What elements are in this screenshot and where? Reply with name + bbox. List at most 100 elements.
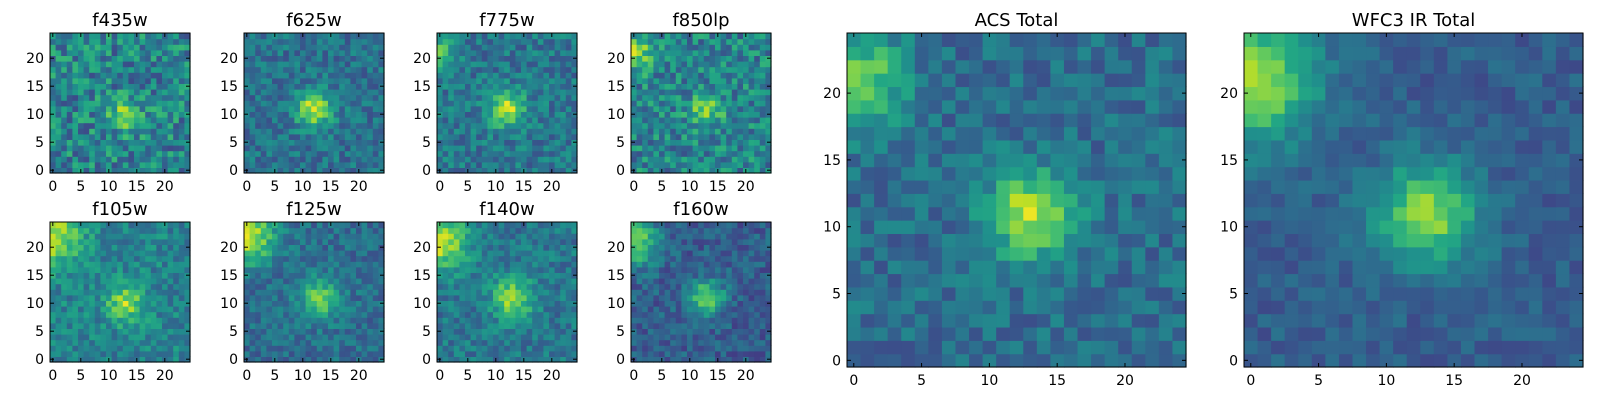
heatmap-cell xyxy=(72,328,79,335)
heatmap-cell xyxy=(61,250,68,257)
heatmap-cell xyxy=(367,345,374,352)
heatmap-cell xyxy=(333,328,340,335)
heatmap-cell xyxy=(322,167,329,174)
heatmap-cell xyxy=(470,339,477,346)
heatmap-cell xyxy=(521,128,528,135)
heatmap-cell xyxy=(61,322,68,329)
heatmap-cell xyxy=(743,289,750,296)
heatmap-cell xyxy=(759,83,766,90)
heatmap-cell xyxy=(61,266,68,273)
heatmap-cell xyxy=(288,227,295,234)
heatmap-cell xyxy=(743,328,750,335)
y-tick-label: 0 xyxy=(422,163,431,179)
heatmap-cell xyxy=(61,105,68,112)
heatmap-cell xyxy=(765,334,772,341)
heatmap-cell xyxy=(720,345,727,352)
heatmap-cell xyxy=(72,150,79,157)
heatmap-cell xyxy=(565,272,572,279)
heatmap-cell xyxy=(350,38,357,45)
heatmap-cell xyxy=(378,100,385,107)
x-tick-label: 15 xyxy=(322,179,340,195)
heatmap-cell xyxy=(311,117,318,124)
heatmap-cell xyxy=(698,83,705,90)
heatmap-cell xyxy=(453,278,460,285)
heatmap-cell xyxy=(328,72,335,79)
heatmap-cell xyxy=(765,100,772,107)
heatmap-cell xyxy=(554,145,561,152)
heatmap-cell xyxy=(481,77,488,84)
heatmap-cell xyxy=(537,117,544,124)
heatmap-cell xyxy=(167,222,174,229)
heatmap-cell xyxy=(664,128,671,135)
heatmap-cell xyxy=(156,294,163,301)
panel-title: f435w xyxy=(92,10,147,31)
heatmap-cell xyxy=(372,55,379,62)
heatmap-cell xyxy=(344,345,351,352)
heatmap-cell xyxy=(277,111,284,118)
heatmap-cell xyxy=(437,261,444,268)
heatmap-cell xyxy=(549,61,556,68)
heatmap-cell xyxy=(178,150,185,157)
heatmap-cell xyxy=(50,233,57,240)
heatmap-cell xyxy=(748,83,755,90)
heatmap-cell xyxy=(117,322,124,329)
heatmap-cell xyxy=(255,89,262,96)
heatmap-cell xyxy=(72,227,79,234)
heatmap-cell xyxy=(150,222,157,229)
heatmap-cell xyxy=(532,238,539,245)
heatmap-cell xyxy=(255,133,262,140)
heatmap-cell xyxy=(305,278,312,285)
heatmap-cell xyxy=(305,122,312,129)
heatmap-cell xyxy=(277,261,284,268)
heatmap-cell xyxy=(66,89,73,96)
heatmap-cell xyxy=(476,167,483,174)
heatmap-cell xyxy=(361,145,368,152)
heatmap-cell xyxy=(459,283,466,290)
heatmap-cell xyxy=(300,289,307,296)
heatmap-cell xyxy=(537,227,544,234)
heatmap-cell xyxy=(333,300,340,307)
heatmap-cell xyxy=(255,145,262,152)
heatmap-cell xyxy=(709,128,716,135)
x-tick-label: 5 xyxy=(463,368,472,384)
heatmap-cell xyxy=(560,117,567,124)
heatmap-cell xyxy=(453,72,460,79)
heatmap-cell xyxy=(493,283,500,290)
heatmap-cell xyxy=(61,233,68,240)
heatmap-cell xyxy=(283,334,290,341)
heatmap-cell xyxy=(754,311,761,318)
heatmap-cell xyxy=(128,38,135,45)
heatmap-cell xyxy=(731,161,738,168)
heatmap-cell xyxy=(249,161,256,168)
heatmap-cell xyxy=(122,294,129,301)
heatmap-cell xyxy=(453,350,460,357)
heatmap-cell xyxy=(453,227,460,234)
heatmap-cell xyxy=(55,61,62,68)
heatmap-cell xyxy=(184,100,191,107)
heatmap-cell xyxy=(498,139,505,146)
heatmap-cell xyxy=(470,139,477,146)
heatmap-cell xyxy=(89,227,96,234)
heatmap-cell xyxy=(537,266,544,273)
heatmap-cell xyxy=(754,156,761,163)
heatmap-cell xyxy=(122,356,129,363)
heatmap-cell xyxy=(636,272,643,279)
heatmap-cell xyxy=(66,38,73,45)
heatmap-cell xyxy=(156,89,163,96)
heatmap-cell xyxy=(288,105,295,112)
heatmap-cell xyxy=(543,233,550,240)
heatmap-cell xyxy=(72,128,79,135)
heatmap-cell xyxy=(481,278,488,285)
heatmap-cell xyxy=(731,167,738,174)
heatmap-cell xyxy=(272,77,279,84)
heatmap-cell xyxy=(526,156,533,163)
heatmap-cell xyxy=(328,66,335,73)
heatmap-cell xyxy=(636,133,643,140)
heatmap-cell xyxy=(260,350,267,357)
heatmap-cell xyxy=(184,105,191,112)
heatmap-cell xyxy=(249,133,256,140)
heatmap-cell xyxy=(83,300,90,307)
heatmap-cell xyxy=(687,311,694,318)
